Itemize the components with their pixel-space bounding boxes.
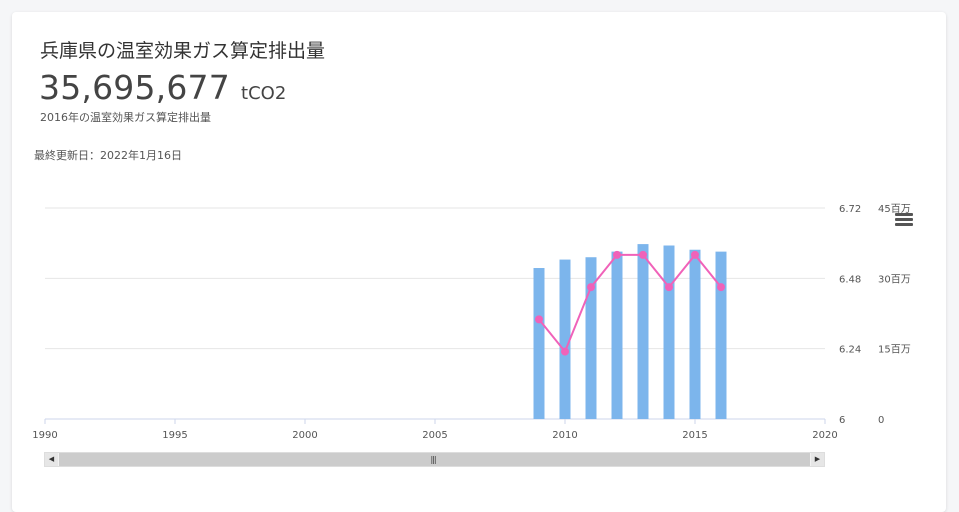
x-tick-label: 1990 [32,430,57,441]
arrow-left-icon[interactable]: ◀ [45,453,58,466]
y-right-tick-label: 15百万 [878,344,911,356]
bar-2011 [585,257,597,419]
bar-series [533,244,727,419]
bar-2012 [611,251,623,419]
y-right-tick-label: 30百万 [878,273,911,285]
y-left-tick-label: 6.72 [839,204,861,215]
point-2012 [613,250,621,259]
x-tick-label: 1995 [162,430,187,441]
card-title: 兵庫県の温室効果ガス算定排出量 [40,40,326,62]
x-tick-label: 2005 [422,430,447,441]
last-updated: 最終更新日：2022年1月16日 [34,149,182,162]
line-series [535,250,725,356]
x-tick-label: 2000 [292,430,317,441]
value-caption: 2016年の温室効果ガス算定排出量 [40,111,211,124]
y-axis-left: 6 6.24 6.48 6.72 [839,204,861,426]
emission-unit: tCO2 [241,83,287,104]
point-2015 [691,250,699,259]
bar-2015 [689,249,701,419]
point-2013 [639,250,647,259]
line-path [538,253,722,354]
bar-2009 [533,268,545,419]
bar-2016 [715,251,727,419]
x-axis: 1990 1995 2000 2005 2010 2015 2020 [32,419,838,441]
y-left-tick-label: 6.24 [839,345,861,356]
grip-icon: ||| [430,455,437,464]
point-2009 [535,315,543,324]
y-right-tick-label: 0 [878,415,884,426]
x-tick-label: 2020 [812,430,837,441]
chart-scrollbar[interactable]: ◀ ||| ▶ [44,452,825,467]
chart-card: 兵庫県の温室効果ガス算定排出量 35,695,677 tCO2 2016年の温室… [12,12,946,512]
point-2010 [561,347,569,356]
point-2011 [587,283,595,292]
bar-2014 [663,245,675,419]
scrollbar-thumb[interactable]: ||| [59,453,810,466]
grid-lines [45,207,825,420]
bar-2010 [559,259,571,419]
y-right-tick-label: 45百万 [878,203,911,215]
x-tick-label: 2015 [682,430,707,441]
emissions-chart: 1990 1995 2000 2005 2010 2015 2020 6 6.24 6.48 6.… [32,203,911,441]
y-left-tick-label: 6 [839,415,845,426]
headline-value: 35,695,677 tCO2 [39,68,286,107]
point-2014 [665,283,673,292]
y-left-tick-label: 6.48 [839,274,861,285]
point-2016 [717,283,725,292]
bar-2013 [637,244,649,419]
hamburger-menu-icon[interactable] [895,213,913,229]
x-tick-label: 2010 [552,430,577,441]
arrow-right-icon[interactable]: ▶ [811,453,824,466]
y-axis-right: 0 15百万 30百万 45百万 [878,203,911,426]
emission-value: 35,695,677 [39,68,230,107]
